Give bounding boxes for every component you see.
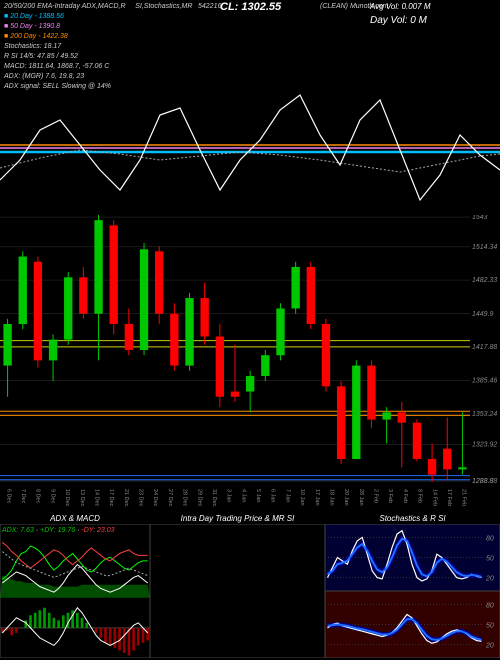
- svg-text:80: 80: [486, 602, 494, 609]
- svg-text:6 Jan: 6 Jan: [270, 489, 276, 502]
- svg-text:8 Feb: 8 Feb: [417, 489, 423, 503]
- svg-text:17 Feb: 17 Feb: [446, 489, 452, 506]
- svg-text:1543: 1543: [472, 215, 488, 221]
- svg-text:7 Dec: 7 Dec: [20, 489, 26, 504]
- svg-text:4 Feb: 4 Feb: [402, 489, 408, 503]
- ma200-label: ■ 200 Day - 1422.38: [4, 32, 496, 42]
- stoch-rsi-panel: Stochastics & R SI 80 80 50 50 20 20: [325, 513, 500, 660]
- svg-text:21 Dec: 21 Dec: [123, 489, 129, 507]
- svg-text:1417.88: 1417.88: [472, 344, 497, 351]
- svg-text:9 Dec: 9 Dec: [49, 489, 55, 504]
- svg-text:18 Jan: 18 Jan: [328, 489, 334, 506]
- svg-text:6 Dec: 6 Dec: [5, 489, 11, 504]
- svg-text:1449.9: 1449.9: [472, 311, 494, 318]
- svg-text:14 Dec: 14 Dec: [93, 489, 99, 507]
- svg-text:80: 80: [486, 535, 494, 542]
- svg-text:10 Jan: 10 Jan: [299, 489, 305, 506]
- svg-text:24 Dec: 24 Dec: [152, 489, 158, 507]
- footer-panels: ADX & MACD ADX: 7.63 · +DY: 19.76 · -DY:…: [0, 513, 500, 660]
- svg-text:3 Jan: 3 Jan: [226, 489, 232, 502]
- svg-text:17 Jan: 17 Jan: [314, 489, 320, 506]
- svg-text:8 Dec: 8 Dec: [35, 489, 41, 504]
- intraday-panel: Intra Day Trading Price & MR SI: [150, 513, 325, 660]
- svg-text:13 Dec: 13 Dec: [79, 489, 85, 507]
- svg-text:1385.46: 1385.46: [472, 378, 497, 385]
- svg-text:1514.34: 1514.34: [472, 244, 497, 251]
- svg-text:20 Jan: 20 Jan: [343, 489, 349, 506]
- trading-chart-page: 20/50/200 EMA-Intraday ADX,MACD,R SI,Sto…: [0, 0, 500, 660]
- svg-text:28 Dec: 28 Dec: [182, 489, 188, 507]
- svg-text:50: 50: [486, 556, 494, 563]
- svg-text:20: 20: [485, 576, 494, 583]
- svg-text:31 Dec: 31 Dec: [211, 489, 217, 507]
- stoch-label: Stochastics: 18.17: [4, 42, 496, 52]
- svg-text:27 Dec: 27 Dec: [167, 489, 173, 507]
- avg-vol: Avg Vol: 0.007 M: [370, 2, 430, 12]
- svg-text:3 Feb: 3 Feb: [387, 489, 393, 503]
- svg-text:28 Jan: 28 Jan: [358, 489, 364, 506]
- svg-text:23 Dec: 23 Dec: [138, 489, 144, 507]
- svg-text:2 Feb: 2 Feb: [373, 489, 379, 503]
- svg-text:1288.88: 1288.88: [472, 478, 497, 485]
- svg-text:14 Feb: 14 Feb: [431, 489, 437, 506]
- svg-text:5 Jan: 5 Jan: [255, 489, 261, 502]
- svg-text:17 Dec: 17 Dec: [108, 489, 114, 507]
- panel-title: Intra Day Trading Price & MR SI: [150, 513, 325, 524]
- svg-text:4 Jan: 4 Jan: [240, 489, 246, 502]
- svg-text:7 Jan: 7 Jan: [284, 489, 290, 502]
- svg-text:29 Dec: 29 Dec: [196, 489, 202, 507]
- svg-text:1323.92: 1323.92: [472, 442, 497, 449]
- adx-macd-panel: ADX & MACD ADX: 7.63 · +DY: 19.76 · -DY:…: [0, 513, 150, 660]
- svg-text:1353.24: 1353.24: [472, 411, 497, 418]
- oscillator-panel: [0, 60, 500, 215]
- day-vol: Day Vol: 0 M: [370, 16, 427, 26]
- svg-text:1482.33: 1482.33: [472, 277, 497, 284]
- header-block: 20/50/200 EMA-Intraday ADX,MACD,R SI,Sto…: [0, 0, 500, 60]
- panel-title: ADX & MACD: [0, 513, 150, 524]
- svg-text:21 Feb: 21 Feb: [461, 489, 467, 506]
- svg-text:50: 50: [486, 623, 494, 630]
- svg-text:20: 20: [485, 643, 494, 650]
- panel-title: Stochastics & R SI: [325, 513, 500, 524]
- date-axis: 6 Dec 7 Dec 8 Dec 9 Dec 10 Dec 13 Dec 14 Dec 17…: [0, 485, 500, 513]
- svg-text:10 Dec: 10 Dec: [64, 489, 70, 507]
- close-price: CL: 1302.55: [220, 2, 281, 12]
- adx-stats: ADX: 7.63 · +DY: 19.76 · -DY: 23.03: [2, 527, 115, 534]
- candlestick-panel: 1543 1514.34 1482.33 1449.9 1417.88 1385.46 13…: [0, 215, 500, 485]
